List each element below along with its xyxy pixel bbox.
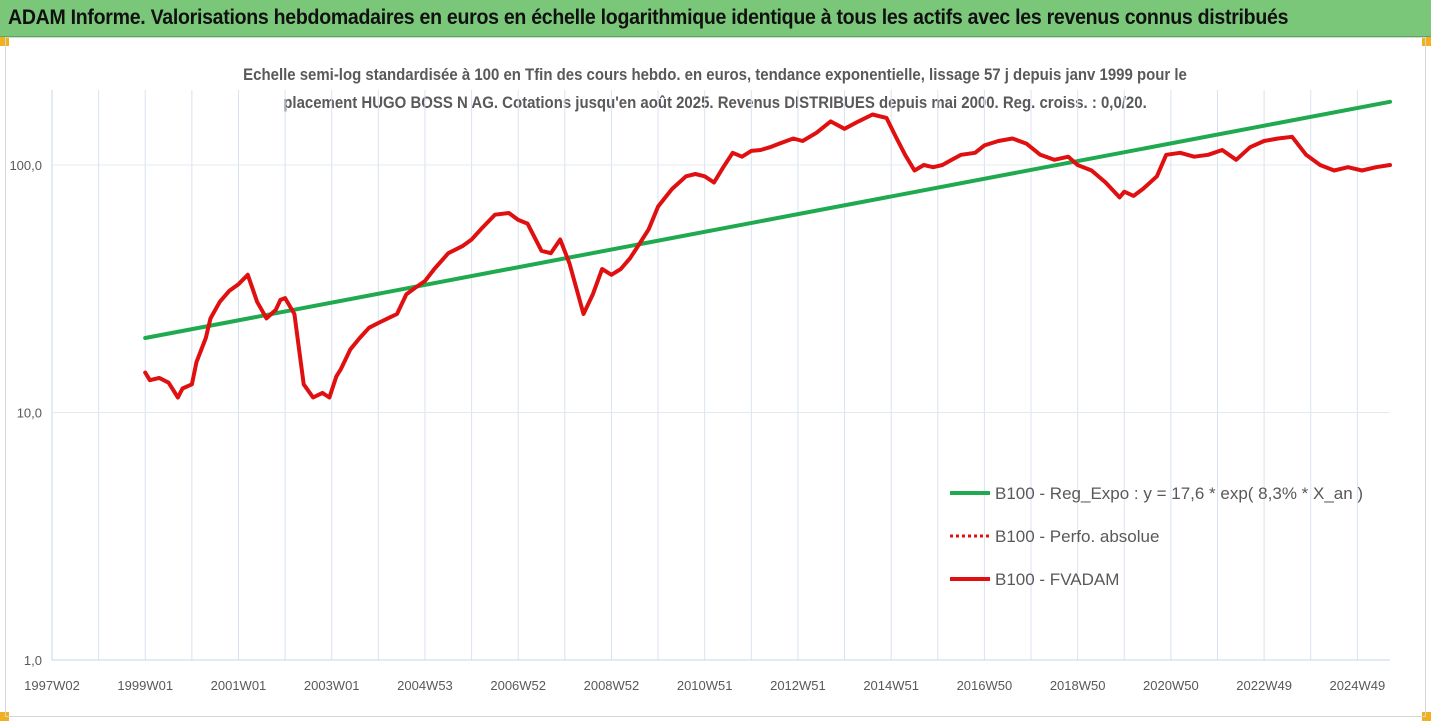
report-title: ADAM Informe. Valorisations hebdomadaire… — [8, 6, 1289, 29]
corner-marker-top-right — [1422, 37, 1431, 46]
corner-marker-bottom-right — [1422, 712, 1431, 721]
header-banner: ADAM Informe. Valorisations hebdomadaire… — [0, 0, 1431, 37]
corner-marker-bottom-left — [0, 712, 9, 721]
x-tick-label: 1997W02 — [24, 678, 80, 693]
x-tick-label: 2004W53 — [397, 678, 453, 693]
x-tick-label: 2014W51 — [863, 678, 919, 693]
x-tick-label: 2006W52 — [490, 678, 546, 693]
x-tick-label: 2018W50 — [1050, 678, 1106, 693]
chart-title-line-2: placement HUGO BOSS N AG. Cotations jusq… — [283, 93, 1147, 112]
y-tick-label: 10,0 — [17, 406, 42, 421]
x-tick-label: 2020W50 — [1143, 678, 1199, 693]
x-tick-label: 2008W52 — [584, 678, 640, 693]
series-line-2 — [143, 112, 1392, 400]
chart-frame — [5, 37, 1426, 717]
legend-label-0: B100 - Reg_Expo : y = 17,6 * exp( 8,3% *… — [995, 484, 1363, 503]
chart-title-line-1: Echelle semi-log standardisée à 100 en T… — [243, 65, 1187, 84]
x-tick-label: 2010W51 — [677, 678, 733, 693]
x-tick-label: 2024W49 — [1330, 678, 1386, 693]
legend-label-1: B100 - Perfo. absolue — [995, 527, 1159, 546]
y-tick-label: 1,0 — [24, 653, 42, 668]
y-tick-label: 100,0 — [9, 158, 42, 173]
corner-marker-top-left — [0, 37, 9, 46]
series-line-0 — [143, 99, 1392, 340]
x-tick-label: 2022W49 — [1236, 678, 1292, 693]
x-tick-label: 1999W01 — [117, 678, 173, 693]
legend-label-2: B100 - FVADAM — [995, 570, 1119, 589]
x-tick-label: 2003W01 — [304, 678, 360, 693]
x-tick-label: 2012W51 — [770, 678, 826, 693]
x-tick-label: 2001W01 — [211, 678, 267, 693]
x-tick-label: 2016W50 — [957, 678, 1013, 693]
